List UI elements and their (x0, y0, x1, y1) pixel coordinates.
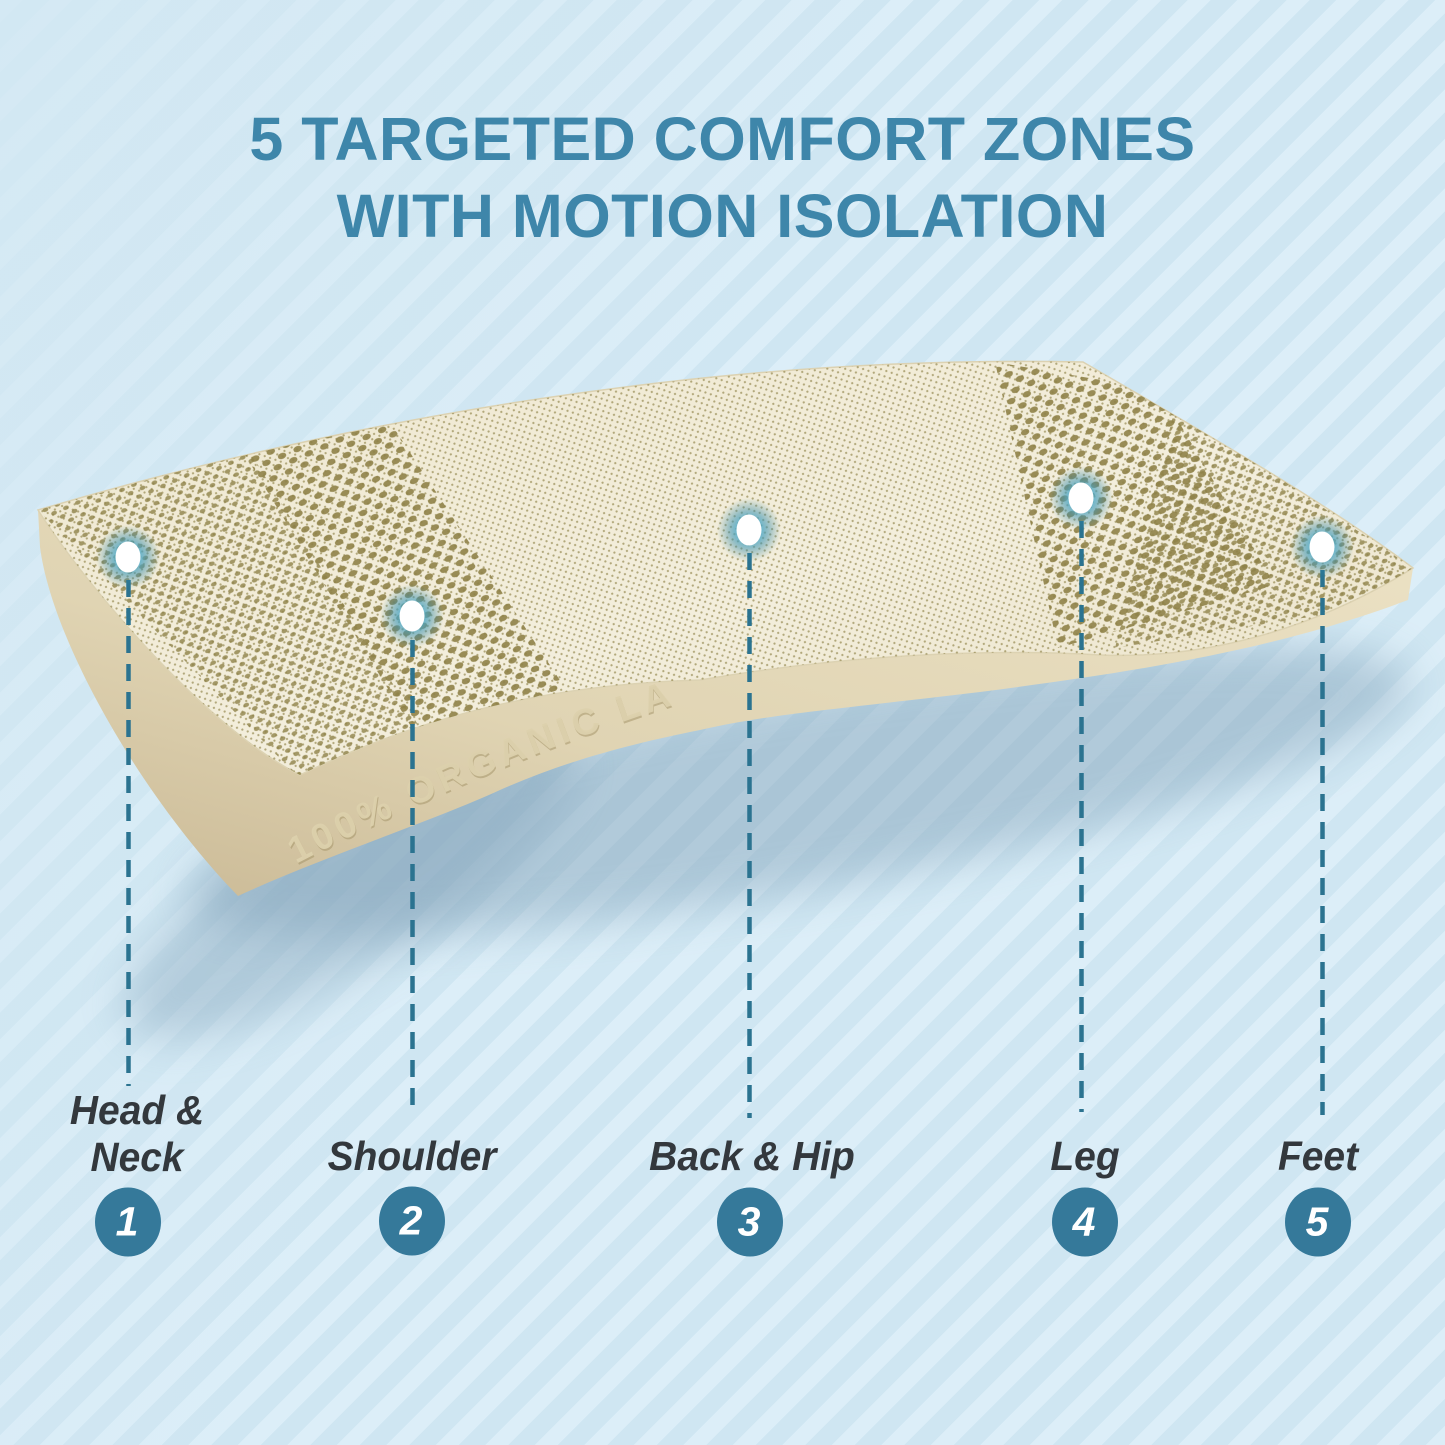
zone-pattern-feet (1115, 408, 1413, 648)
zone-number-3: 3 (737, 1198, 761, 1245)
mattress-side-face (38, 510, 1413, 896)
zone-marker-1 (96, 525, 160, 589)
zone-label-head-neck: Head & Neck (69, 1087, 205, 1180)
zone-number-badge-4: 4 (1052, 1187, 1118, 1257)
page-title: 5 TARGETED COMFORT ZONES WITH MOTION ISO… (0, 101, 1445, 255)
zone-marker-5 (1290, 515, 1354, 579)
zone-marker-4 (1049, 466, 1113, 530)
zone-markers (96, 466, 1354, 648)
zone-number-2: 2 (399, 1197, 423, 1244)
zone-pattern-shoulder (245, 422, 565, 733)
mattress-shadow (125, 644, 1411, 1039)
zone-marker-2 (380, 584, 444, 648)
zone-pointer-lines (126, 521, 1325, 1118)
zone-label-leg: Leg (1050, 1133, 1120, 1179)
title-line-2: WITH MOTION ISOLATION (336, 182, 1109, 250)
title-line-1: 5 TARGETED COMFORT ZONES (249, 105, 1196, 173)
zone-label-feet: Feet (1277, 1133, 1359, 1179)
zone-number-4: 4 (1072, 1198, 1096, 1245)
zone-number-badge-5: 5 (1285, 1187, 1351, 1257)
zone-marker-3 (717, 498, 781, 562)
zone-number-1: 1 (115, 1198, 139, 1245)
zone-label-back-hip: Back & Hip (649, 1133, 855, 1179)
zone-number-badge-2: 2 (379, 1186, 445, 1256)
perforation-zones (38, 361, 1413, 775)
zone-number-badge-1: 1 (95, 1187, 161, 1257)
zone-label-shoulder: Shoulder (327, 1133, 497, 1179)
zone-number-5: 5 (1305, 1198, 1329, 1245)
zone-number-badge-3: 3 (717, 1187, 783, 1257)
